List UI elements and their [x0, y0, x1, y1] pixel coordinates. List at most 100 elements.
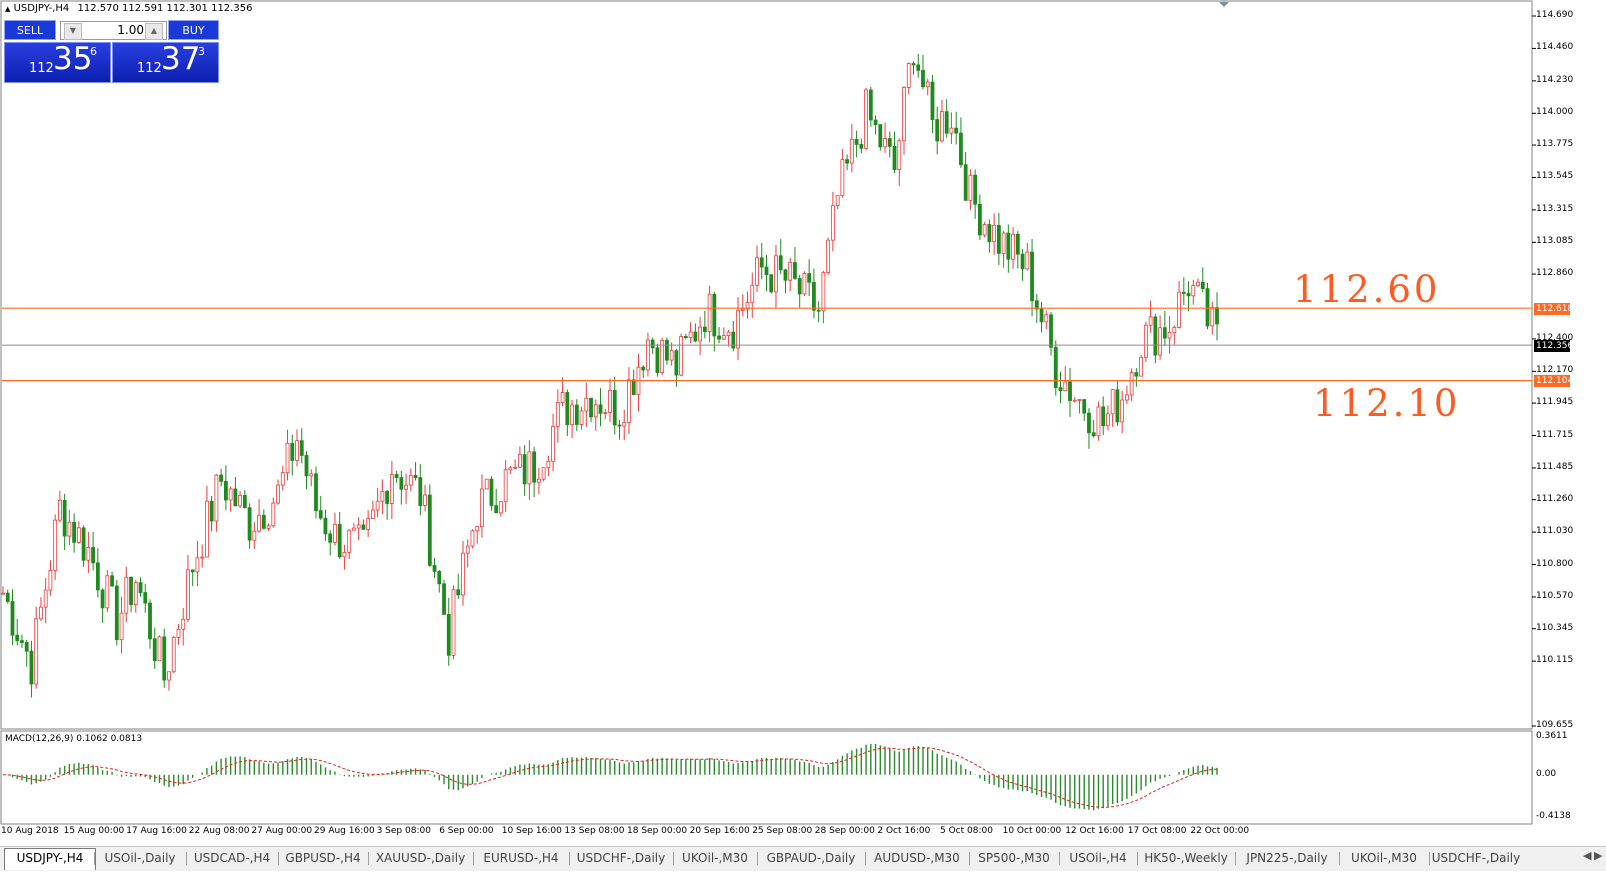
candle-body — [954, 127, 959, 134]
candle-body — [1034, 300, 1039, 310]
candle-body — [940, 111, 944, 142]
chart-symbol: USDJPY-,H4 — [13, 3, 70, 14]
tab-gbpusd-h4[interactable]: GBPUSD-,H4 — [285, 851, 361, 865]
tabs-scroll-left-icon[interactable]: ◀ — [1583, 849, 1592, 862]
candle-body — [973, 174, 978, 205]
price-axis-label: 110.345 — [1536, 622, 1574, 633]
collapse-triangle-icon[interactable]: ▲ — [5, 5, 11, 13]
candle-body — [930, 81, 935, 120]
macd-axis-zero: 0.00 — [1536, 769, 1557, 779]
candle-body — [755, 257, 759, 286]
candle-body — [271, 502, 276, 527]
candle-body — [238, 494, 243, 507]
candle-body — [845, 159, 850, 164]
candle-body — [461, 552, 465, 596]
tab-usdchf-daily[interactable]: USDCHF-,Daily — [1431, 851, 1521, 865]
candle-body — [959, 132, 963, 166]
candle-body — [1205, 288, 1210, 327]
candle-body — [736, 310, 740, 349]
candle-body — [812, 281, 816, 311]
candle-body — [565, 392, 570, 425]
candle-body — [209, 500, 214, 522]
candle-body — [1072, 399, 1077, 402]
candle-body — [1077, 399, 1082, 401]
candle-body — [72, 521, 77, 543]
candle-body — [674, 350, 679, 376]
tab-usoil-daily[interactable]: USOil-,Daily — [104, 851, 176, 865]
time-axis-label: 22 Oct 00:00 — [1190, 826, 1250, 836]
macd-label: MACD(12,26,9) 0.1062 0.0813 — [5, 734, 143, 744]
time-axis-label: 12 Oct 16:00 — [1065, 826, 1124, 836]
volume-down-icon[interactable]: ▼ — [64, 23, 82, 40]
sell-price[interactable]: 112 35 6 — [4, 41, 111, 83]
candle-body — [1068, 381, 1072, 401]
tab-xauusd-daily[interactable]: XAUUSD-,Daily — [375, 851, 466, 865]
macd-axis-bottom: -0.4138 — [1536, 811, 1571, 821]
candle-body — [1124, 394, 1129, 401]
time-axis-label: 22 Aug 08:00 — [188, 826, 250, 836]
price-axis-label: 110.800 — [1536, 558, 1574, 569]
candle-body — [124, 576, 129, 614]
current-price-tag: 112.356 — [1534, 340, 1570, 352]
candle-body — [261, 514, 266, 529]
buy-button[interactable]: BUY — [168, 20, 219, 40]
tab-sp500-m30[interactable]: SP500-,M30 — [978, 851, 1050, 865]
volume-field[interactable]: ▼ 1.00 ▲ — [60, 21, 167, 40]
candle-body — [276, 484, 280, 504]
candle-body — [702, 326, 707, 332]
candle-body — [418, 477, 423, 506]
time-axis-label: 17 Aug 16:00 — [126, 826, 187, 836]
tab-jpn225-daily[interactable]: JPN225-,Daily — [1246, 851, 1328, 865]
price-axis-label: 112.170 — [1536, 365, 1574, 376]
sell-button[interactable]: SELL — [4, 20, 56, 40]
tab-usdjpy-h4[interactable]: USDJPY-,H4 — [4, 848, 96, 870]
tab-ukoil-m30[interactable]: UKOil-,M30 — [1351, 851, 1417, 865]
candle-body — [105, 575, 110, 609]
tab-audusd-m30[interactable]: AUDUSD-,M30 — [874, 851, 960, 865]
candle-body — [579, 410, 584, 425]
candle-body — [423, 494, 427, 506]
candle-body — [517, 454, 522, 468]
tab-separator — [757, 852, 758, 865]
candle-body — [731, 331, 736, 349]
candle-body — [598, 404, 603, 414]
chart-shift-marker[interactable] — [1219, 2, 1229, 7]
lower-line-price-tag: 112.104 — [1534, 375, 1570, 387]
candle-body — [1058, 387, 1063, 392]
tabs-scroll-right-icon[interactable]: ▶ — [1594, 849, 1603, 862]
candle-body — [508, 467, 513, 471]
candle-body — [48, 570, 53, 591]
candle-body — [688, 331, 693, 339]
candle-body — [802, 273, 807, 295]
chart-area[interactable] — [0, 0, 1606, 846]
tab-usoil-h4[interactable]: USOil-,H4 — [1069, 851, 1127, 865]
candle-body — [826, 239, 831, 273]
volume-value: 1.00 — [117, 23, 144, 37]
candle-body — [864, 89, 868, 149]
tab-separator — [569, 852, 570, 865]
upper-line-price-tag: 112.618 — [1534, 303, 1570, 315]
sell-price-fraction: 6 — [90, 45, 97, 58]
tab-eurusd-h4[interactable]: EURUSD-,H4 — [483, 851, 559, 865]
candle-body — [375, 500, 380, 511]
candle-body — [570, 404, 574, 425]
candle-body — [58, 499, 62, 521]
candle-body — [15, 634, 20, 642]
candle-body — [91, 547, 96, 564]
macd-axis-top: 0.3611 — [1536, 731, 1568, 741]
buy-price[interactable]: 112 37 3 — [112, 41, 219, 83]
tab-separator — [1137, 852, 1138, 865]
tab-usdchf-daily[interactable]: USDCHF-,Daily — [576, 851, 666, 865]
candle-body — [992, 224, 997, 243]
candle-body — [660, 339, 665, 373]
candle-body — [1148, 316, 1153, 326]
tab-hk50-weekly[interactable]: HK50-,Weekly — [1144, 851, 1228, 865]
candle-body — [878, 124, 883, 148]
tab-usdcad-h4[interactable]: USDCAD-,H4 — [193, 851, 271, 865]
tab-ukoil-m30[interactable]: UKOil-,M30 — [682, 851, 748, 865]
volume-up-icon[interactable]: ▲ — [145, 23, 163, 40]
candle-body — [641, 366, 646, 371]
candle-body — [1215, 307, 1219, 325]
candle-body — [162, 636, 167, 681]
tab-gbpaud-daily[interactable]: GBPAUD-,Daily — [766, 851, 856, 865]
